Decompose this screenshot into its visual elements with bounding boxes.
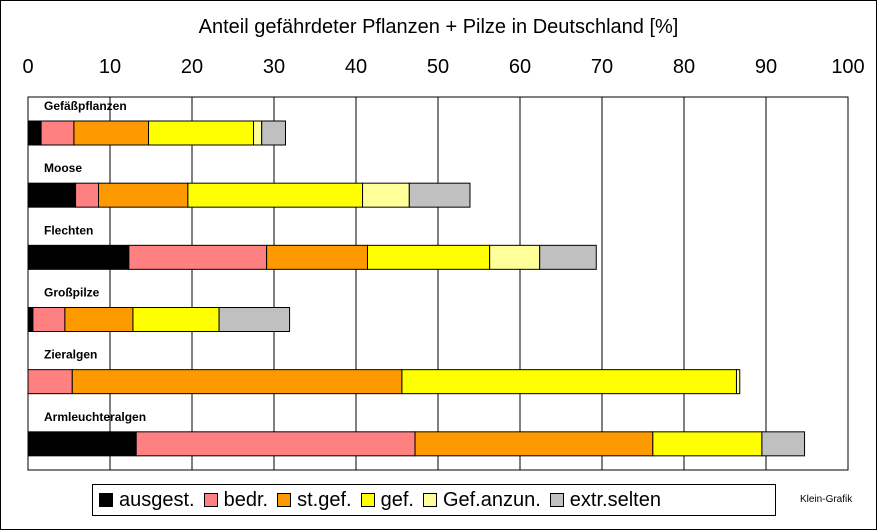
bar-segment xyxy=(652,431,763,457)
category-label: Moose xyxy=(44,161,82,175)
x-tick-label: 30 xyxy=(263,56,285,78)
bar-segment xyxy=(148,120,254,146)
x-tick-label: 60 xyxy=(509,56,531,78)
bar-segment xyxy=(132,307,220,332)
legend-item: Gef.anzun. xyxy=(422,488,541,512)
chart-title: Anteil gefährdeter Pflanzen + Pilze in D… xyxy=(198,16,679,38)
x-tick-label: 10 xyxy=(99,56,121,78)
legend-item: st.gef. xyxy=(277,488,352,512)
bar-segment xyxy=(32,307,66,332)
bar-segment xyxy=(27,120,42,146)
legend-swatch xyxy=(549,493,564,507)
bar-segment xyxy=(64,307,134,332)
x-tick-label: 0 xyxy=(22,56,33,78)
legend-swatch xyxy=(277,493,292,507)
category-label: Flechten xyxy=(44,223,93,237)
bar-segment xyxy=(71,369,403,395)
bar-segment xyxy=(75,182,100,208)
legend: ausgest. bedr. st.gef. gef. Gef.anzun. extr.s… xyxy=(92,484,776,516)
bar-segment xyxy=(98,182,189,208)
bar-segment xyxy=(27,307,34,332)
bar-segment xyxy=(366,244,491,270)
plot-border xyxy=(27,96,849,471)
bar-segment xyxy=(27,431,137,457)
bar-segment xyxy=(408,182,471,208)
bar-segment xyxy=(40,120,75,146)
legend-label: bedr. xyxy=(223,488,269,511)
x-tick-label: 40 xyxy=(345,56,367,78)
legend-label: st.gef. xyxy=(297,488,352,511)
bar-segment xyxy=(27,182,77,208)
bar-segment xyxy=(128,244,268,270)
bar-segment xyxy=(266,244,368,270)
x-tick-label: 20 xyxy=(181,56,203,78)
bar-segment xyxy=(135,431,416,457)
x-tick-label: 80 xyxy=(673,56,695,78)
legend-swatch xyxy=(360,493,375,507)
category-label: Gefäßpflanzen xyxy=(44,99,127,113)
x-tick-label: 100 xyxy=(831,56,864,78)
category-label: Zieralgen xyxy=(44,348,97,362)
legend-item: bedr. xyxy=(203,488,269,512)
bar-segment xyxy=(735,369,741,395)
legend-label: extr.selten xyxy=(569,488,661,511)
bar-segment xyxy=(187,182,364,208)
bar-segment xyxy=(539,244,597,270)
category-label: Großpilze xyxy=(44,286,100,300)
bar-segment xyxy=(261,120,286,146)
bar-segment xyxy=(414,431,654,457)
bar-segment xyxy=(362,182,410,208)
legend-swatch xyxy=(422,493,437,507)
x-tick-label: 90 xyxy=(755,56,777,78)
bar-segment xyxy=(761,431,806,457)
bar-segment xyxy=(27,369,73,395)
legend-item: extr.selten xyxy=(549,488,661,512)
category-label: Armleuchteralgen xyxy=(44,410,146,424)
bar-segment xyxy=(218,307,291,332)
bar-segment xyxy=(27,244,130,270)
legend-item: gef. xyxy=(360,488,414,512)
legend-item: ausgest. xyxy=(99,489,195,512)
bar-segment xyxy=(489,244,541,270)
legend-label: Gef.anzun. xyxy=(442,488,541,511)
bar-segment xyxy=(401,369,737,395)
legend-label: gef. xyxy=(380,488,414,511)
credit-label: Klein-Grafik xyxy=(800,494,853,505)
x-tick-label: 50 xyxy=(427,56,449,78)
legend-swatch xyxy=(203,493,218,507)
x-tick-label: 70 xyxy=(591,56,613,78)
legend-swatch xyxy=(99,493,113,507)
legend-label: ausgest. xyxy=(119,488,195,511)
bar-segment xyxy=(73,120,150,146)
bar-segment xyxy=(253,120,263,146)
